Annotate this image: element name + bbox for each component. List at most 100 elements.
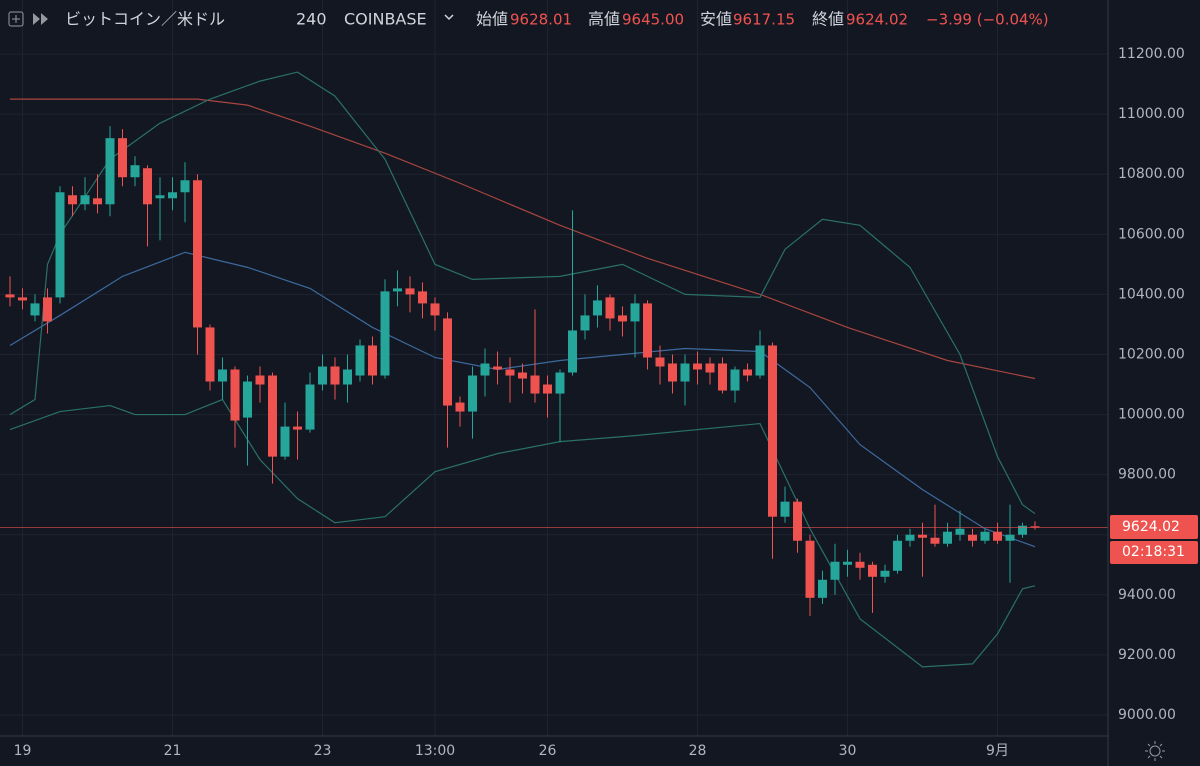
y-tick-label: 10200.00: [1118, 346, 1185, 362]
candle-body: [30, 303, 40, 316]
candle-body: [968, 534, 977, 541]
add-icon[interactable]: [8, 11, 24, 27]
open-value: 9628.01: [510, 11, 572, 29]
candle-body: [755, 345, 765, 376]
candle-body: [830, 561, 840, 580]
x-tick-label: 21: [164, 743, 182, 759]
candle-body: [230, 369, 240, 421]
candle-body: [855, 561, 865, 568]
candles: [0, 126, 1108, 616]
candle-body: [918, 534, 927, 538]
symbol[interactable]: ビットコイン／米ドル: [65, 10, 225, 29]
exchange[interactable]: COINBASE: [344, 10, 427, 29]
y-tick-label: 9000.00: [1118, 707, 1176, 723]
candle-body: [293, 426, 302, 430]
indicator-line: [10, 98, 1036, 380]
candle-body: [255, 375, 265, 385]
candle-body: [430, 303, 440, 316]
candle-body: [780, 501, 790, 517]
candle-body: [1005, 534, 1015, 541]
candle-body: [18, 297, 27, 301]
candle-body: [130, 165, 140, 178]
x-tick-label: 13:00: [415, 743, 455, 759]
candle-body: [443, 318, 452, 406]
candle-body: [305, 384, 315, 430]
candle-body: [105, 138, 115, 205]
candle-body: [455, 402, 465, 412]
candle-body: [905, 534, 915, 541]
candle-body: [818, 579, 827, 598]
candle-body: [1030, 526, 1040, 528]
indicator-line: [9, 251, 1036, 548]
countdown-text: 02:18:31: [1122, 544, 1185, 560]
indicators: [9, 71, 1036, 668]
candle-body: [93, 198, 102, 205]
candle-body: [943, 531, 952, 544]
candle-body: [368, 345, 377, 376]
candle-body: [80, 195, 90, 205]
candle-body: [518, 372, 527, 379]
settings-icon[interactable]: [1149, 745, 1161, 757]
change-value: −3.99 (−0.04%): [926, 11, 1049, 29]
y-tick-label: 9800.00: [1118, 467, 1176, 483]
candle-body: [868, 564, 877, 577]
candle-body: [605, 297, 615, 319]
candle-body: [68, 195, 77, 205]
candle-body: [143, 168, 152, 205]
candle-body: [330, 366, 340, 385]
candle-body: [643, 303, 652, 358]
candle-body: [530, 375, 540, 394]
candle-body: [243, 381, 252, 418]
countdown-tag: [1110, 541, 1198, 564]
candle-body: [505, 369, 515, 376]
add-icon-plus: [12, 15, 20, 23]
high-label: 高値: [588, 10, 620, 29]
candle-body: [318, 366, 327, 385]
candle-body: [155, 195, 165, 199]
candle-body: [705, 363, 715, 373]
price-tag: [1110, 515, 1198, 539]
candle-body: [768, 345, 777, 517]
candle-body: [1018, 525, 1027, 535]
low-value: 9617.15: [733, 11, 795, 29]
candle-body: [930, 537, 940, 544]
candle-body: [280, 426, 290, 457]
x-tick-label: 30: [839, 743, 857, 759]
chevron[interactable]: [444, 14, 454, 21]
x-tick-label: 9月: [986, 743, 1009, 759]
candle-body: [693, 363, 702, 370]
compare-icon[interactable]: [33, 13, 48, 25]
candle-body: [205, 327, 215, 382]
close-label: 終値: [812, 10, 844, 29]
y-tick-label: 11000.00: [1118, 106, 1185, 122]
interval[interactable]: 240: [296, 10, 327, 29]
candle-body: [5, 294, 15, 298]
candle-body: [543, 384, 552, 394]
open-label: 始値: [476, 10, 508, 29]
candle-body: [618, 315, 627, 322]
y-tick-label: 10400.00: [1118, 286, 1185, 302]
candle-body: [668, 363, 677, 382]
price-tag-text: 9624.02: [1122, 519, 1180, 535]
candle-body: [180, 180, 190, 193]
low-label: 安値: [700, 10, 732, 29]
candle-body: [843, 561, 852, 565]
candle-body: [380, 291, 390, 376]
candle-body: [880, 570, 890, 577]
candle-body: [393, 288, 402, 292]
candle-body: [343, 369, 352, 385]
y-tick-label: 10600.00: [1118, 226, 1185, 242]
candle-body: [718, 363, 727, 391]
candle-body: [805, 540, 815, 598]
candle-body: [993, 531, 1002, 541]
x-tick-label: 28: [689, 743, 707, 759]
candle-body: [43, 297, 52, 322]
candle-body: [168, 192, 177, 199]
high-value: 9645.00: [622, 11, 684, 29]
candle-body: [743, 369, 752, 376]
candle-body: [580, 315, 590, 331]
y-tick-label: 10000.00: [1118, 407, 1185, 423]
y-tick-label: 11200.00: [1118, 46, 1185, 62]
